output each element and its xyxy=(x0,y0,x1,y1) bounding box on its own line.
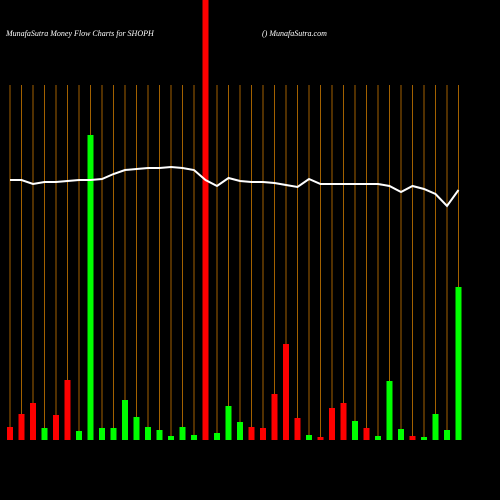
bar xyxy=(30,403,36,440)
chart-subtitle: () MunafaSutra.com xyxy=(262,29,327,38)
bar xyxy=(352,421,358,440)
bar xyxy=(398,429,404,440)
bar xyxy=(237,422,243,440)
bar xyxy=(76,431,82,440)
bar xyxy=(214,433,220,440)
bar xyxy=(18,414,25,440)
bar xyxy=(64,380,71,440)
bar xyxy=(329,408,335,440)
bar xyxy=(444,430,450,440)
bar xyxy=(271,394,278,440)
bar xyxy=(122,400,128,440)
bar xyxy=(317,437,324,440)
bar xyxy=(283,344,289,440)
bar xyxy=(110,428,117,440)
bar xyxy=(225,406,232,440)
bar xyxy=(386,381,393,440)
bar xyxy=(179,427,186,440)
bar xyxy=(260,428,266,440)
bar xyxy=(375,436,381,440)
bar xyxy=(421,437,427,440)
bar xyxy=(41,428,48,440)
bar xyxy=(133,417,140,440)
bar xyxy=(53,415,59,440)
bar xyxy=(202,0,209,440)
bar xyxy=(87,135,94,440)
bar xyxy=(191,435,197,440)
bar xyxy=(145,427,151,440)
bar xyxy=(7,427,13,440)
chart-title: MunafaSutra Money Flow Charts for SHOPH xyxy=(5,29,155,38)
bar xyxy=(294,418,301,440)
bar xyxy=(156,430,163,440)
bar xyxy=(432,414,439,440)
bar xyxy=(409,436,416,440)
bar xyxy=(363,428,370,440)
bar xyxy=(248,427,255,440)
bar xyxy=(306,435,312,440)
bar xyxy=(168,436,174,440)
bar xyxy=(340,403,347,440)
bar xyxy=(455,287,462,440)
bar xyxy=(99,428,105,440)
money-flow-line xyxy=(10,165,460,208)
